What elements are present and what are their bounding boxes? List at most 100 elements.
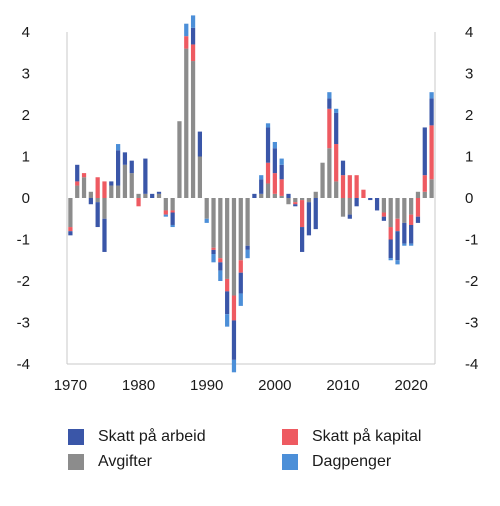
bar-avgifter-1974 — [95, 198, 100, 203]
bar-skatt_kapital-1974 — [95, 177, 100, 198]
bar-skatt_arbeid-1977 — [116, 150, 121, 186]
bar-skatt_arbeid-2017 — [388, 239, 393, 259]
bar-skatt_arbeid-1983 — [156, 191, 162, 194]
bar-skatt_kapital-1984 — [163, 210, 168, 215]
y-tick-label-left: 2 — [22, 107, 30, 124]
bar-skatt_arbeid-1998 — [259, 179, 264, 194]
bar-dagpenger-1994 — [231, 359, 237, 373]
bar-skatt_kapital-1985 — [170, 210, 175, 213]
bar-skatt_kapital-1993 — [225, 278, 230, 292]
bar-skatt_arbeid-2000 — [272, 148, 277, 174]
bar-skatt_arbeid-1989 — [197, 131, 203, 157]
legend-item-skatt-arbeid: Skatt på arbeid — [68, 426, 206, 448]
bar-skatt_arbeid-2003 — [293, 204, 298, 207]
bar-avgifter-1976 — [109, 185, 114, 198]
bar-skatt_arbeid-1974 — [95, 202, 100, 228]
bar-dagpenger-1987 — [184, 23, 189, 37]
y-tick-label-left: 0 — [22, 190, 30, 207]
legend-swatch-skatt-arbeid — [68, 429, 84, 445]
bar-avgifter-1990 — [204, 198, 209, 219]
bar-skatt_kapital-2009 — [334, 144, 339, 182]
bar-avgifter-2001 — [279, 195, 284, 198]
bar-avgifter-2004 — [300, 198, 305, 201]
y-tick-label-right: 4 — [465, 24, 473, 41]
bar-avgifter-2016 — [381, 198, 387, 213]
bar-skatt_arbeid-1996 — [245, 245, 250, 250]
bar-skatt_arbeid-2020 — [409, 224, 414, 244]
bar-dagpenger-1977 — [116, 144, 121, 151]
bar-skatt_arbeid-2006 — [313, 198, 318, 230]
y-tick-label-left: -1 — [17, 232, 30, 249]
y-tick-label-left: 4 — [22, 24, 30, 41]
bar-skatt_kapital-1988 — [190, 44, 196, 62]
bar-skatt_kapital-2018 — [395, 218, 400, 232]
bar-skatt_arbeid-2002 — [286, 193, 291, 198]
bar-skatt_kapital-2011 — [347, 175, 352, 198]
bar-avgifter-1981 — [143, 193, 148, 198]
x-tick-label: 1980 — [122, 377, 155, 394]
bar-avgifter-1987 — [184, 48, 189, 198]
bar-skatt_kapital-1987 — [184, 36, 189, 49]
x-tick-label: 1990 — [190, 377, 223, 394]
x-tick-label: 2010 — [326, 377, 359, 394]
bar-skatt_arbeid-2014 — [368, 198, 373, 201]
bar-skatt_kapital-2013 — [361, 189, 366, 198]
bar-skatt_arbeid-2015 — [374, 198, 380, 211]
x-tick-label: 1970 — [54, 377, 87, 394]
bar-avgifter-1977 — [116, 185, 121, 198]
y-tick-label-left: -3 — [17, 315, 30, 332]
bar-dagpenger-1991 — [211, 254, 216, 263]
bar-avgifter-2009 — [334, 181, 339, 198]
bar-skatt_kapital-2021 — [415, 198, 421, 217]
bar-skatt_arbeid-1995 — [238, 272, 243, 294]
y-tick-label-right: 3 — [465, 66, 473, 83]
bar-dagpenger-2023 — [429, 92, 434, 99]
bar-avgifter-2008 — [327, 148, 332, 198]
bar-skatt_kapital-1980 — [136, 198, 141, 207]
bar-skatt_arbeid-2021 — [415, 216, 421, 223]
bar-dagpenger-2009 — [334, 108, 339, 113]
bar-dagpenger-1988 — [190, 15, 196, 28]
stacked-bar-chart: 4 4 3 3 2 2 1 1 0 0 -1 -1 -2 -2 -3 -3 -4 -4 1970 1980 1990 20… — [17, 15, 478, 394]
bar-skatt_arbeid-2004 — [300, 227, 305, 252]
bar-avgifter-1984 — [163, 198, 168, 211]
y-tick-label-right: -4 — [465, 356, 478, 373]
bar-avgifter-2023 — [429, 179, 434, 198]
chart-axes — [66, 32, 436, 365]
bar-avgifter-2018 — [395, 198, 400, 219]
bar-avgifter-1975 — [102, 198, 107, 219]
bar-avgifter-1994 — [231, 198, 237, 296]
bar-skatt_arbeid-2010 — [340, 160, 346, 176]
bar-avgifter-2003 — [293, 198, 298, 203]
bar-dagpenger-1993 — [225, 314, 230, 327]
x-tick-label: 2020 — [394, 377, 427, 394]
bar-skatt_arbeid-1988 — [190, 27, 196, 45]
y-tick-label-right: 1 — [465, 149, 473, 166]
bar-dagpenger-1992 — [218, 270, 223, 282]
bar-dagpenger-2019 — [402, 243, 407, 246]
bar-skatt_kapital-2004 — [300, 200, 305, 228]
bar-skatt_kapital-2016 — [381, 212, 387, 217]
bar-avgifter-2020 — [409, 198, 414, 215]
bar-avgifter-2002 — [286, 198, 291, 205]
legend-label-skatt-arbeid: Skatt på arbeid — [98, 428, 206, 445]
bar-avgifter-2011 — [347, 198, 352, 215]
bar-skatt_arbeid-1985 — [170, 212, 175, 225]
bar-skatt_arbeid-2022 — [422, 127, 427, 176]
bar-avgifter-1983 — [156, 193, 162, 198]
bar-skatt_arbeid-1971 — [75, 164, 80, 182]
bar-avgifter-2007 — [320, 162, 325, 198]
bar-skatt_arbeid-1993 — [225, 291, 230, 315]
bar-skatt_arbeid-1991 — [211, 249, 216, 255]
bar-avgifter-2005 — [306, 198, 312, 203]
bar-skatt_kapital-1995 — [238, 260, 243, 273]
legend-item-dagpenger: Dagpenger — [282, 451, 391, 473]
bar-skatt_arbeid-1981 — [143, 158, 148, 194]
bar-dagpenger-2008 — [327, 92, 332, 99]
bar-avgifter-1986 — [177, 121, 182, 198]
y-tick-label-right: -1 — [465, 232, 478, 249]
legend-item-avgifter: Avgifter — [68, 451, 152, 473]
bar-skatt_arbeid-1992 — [218, 262, 223, 271]
legend-swatch-skatt-kapital — [282, 429, 298, 445]
bar-avgifter-2022 — [422, 191, 427, 198]
